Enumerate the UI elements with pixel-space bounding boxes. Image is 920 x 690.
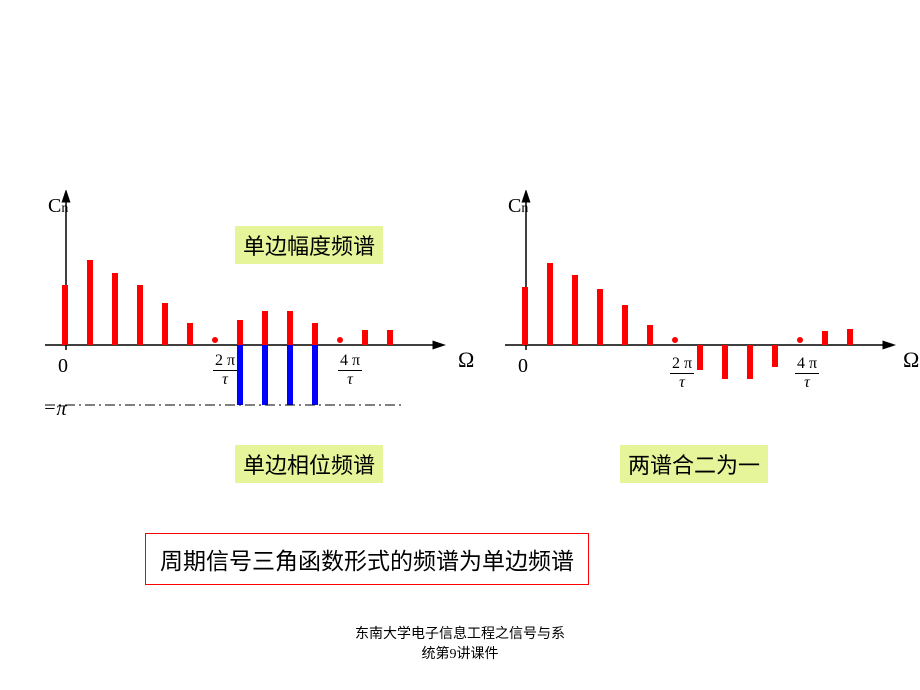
right-tick-1: 2 πτ bbox=[670, 355, 694, 391]
phase-label: 单边相位频谱 bbox=[235, 445, 383, 483]
right-spectrum-chart bbox=[505, 190, 920, 450]
combined-label: 两谱合二为一 bbox=[620, 445, 768, 483]
amplitude-label: 单边幅度频谱 bbox=[235, 226, 383, 264]
left-y-label: Cn bbox=[48, 195, 68, 218]
summary-statement: 周期信号三角函数形式的频谱为单边频谱 bbox=[145, 533, 589, 585]
left-tick-2: 4 πτ bbox=[338, 352, 362, 388]
right-origin-label: 0 bbox=[518, 355, 528, 378]
right-y-label: Cn bbox=[508, 195, 528, 218]
left-tick-1: 2 πτ bbox=[213, 352, 237, 388]
right-x-label: Ω bbox=[903, 347, 919, 373]
footer-text: 东南大学电子信息工程之信号与系统第9讲课件 bbox=[310, 625, 610, 664]
left-origin-label: 0 bbox=[58, 355, 68, 378]
right-tick-2: 4 πτ bbox=[795, 355, 819, 391]
left-neg-pi: −π bbox=[43, 398, 67, 421]
left-x-label: Ω bbox=[458, 347, 474, 373]
